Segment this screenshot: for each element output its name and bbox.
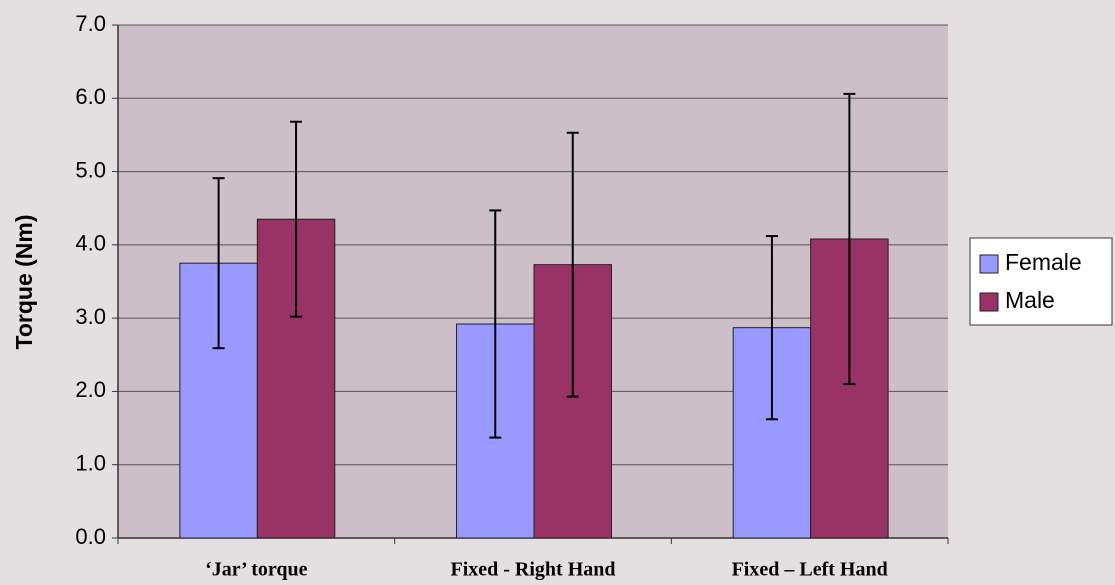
y-tick-label: 3.0 — [75, 304, 106, 329]
legend-label: Male — [1005, 287, 1055, 313]
y-tick-label: 0.0 — [75, 524, 106, 549]
error-bar — [290, 120, 303, 318]
y-tick-label: 1.0 — [75, 451, 106, 476]
error-bar — [212, 177, 225, 350]
error-bar — [765, 235, 778, 421]
legend-swatch — [979, 292, 999, 312]
error-bar — [566, 131, 579, 398]
y-tick-label: 2.0 — [75, 377, 106, 402]
y-axis-label: Torque (Nm) — [11, 214, 37, 349]
x-tick-label: Fixed - Right Hand — [450, 559, 615, 581]
y-tick-label: 6.0 — [75, 84, 106, 109]
y-tick-label: 5.0 — [75, 157, 106, 182]
legend-swatch — [979, 254, 999, 274]
legend-label: Female — [1005, 249, 1082, 275]
error-bar — [843, 92, 856, 386]
x-tick-label: Fixed – Left Hand — [732, 559, 888, 581]
y-tick-label: 4.0 — [75, 231, 106, 256]
y-tick-label: 7.0 — [75, 11, 106, 36]
x-tick-label: ‘Jar’ torque — [205, 559, 307, 581]
error-bar — [489, 209, 502, 439]
